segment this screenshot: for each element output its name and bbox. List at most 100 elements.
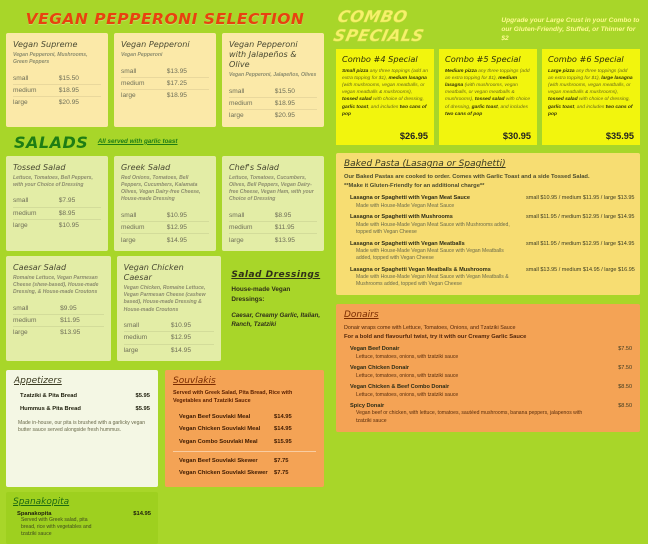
pizza-card[interactable]: Vegan Supreme Vegan Pepperoni, Mushrooms…	[6, 33, 108, 127]
upgrade-line-1: Upgrade your Large Crust in your Combo t…	[501, 17, 640, 25]
price-row: medium $12.95	[123, 331, 215, 343]
price-row: large $20.95	[229, 109, 317, 121]
size-price: $18.95	[58, 87, 79, 95]
appetizer-name: Hummus & Pita Bread	[20, 405, 81, 412]
pasta-desc: Made with House-Made Vegan Meat Sauce wi…	[356, 274, 509, 288]
donairs-title: Donairs	[344, 310, 379, 321]
size-price: $13.95	[166, 67, 187, 75]
appetizers-souvlakis-row: Appetizers Tzatziki & Pita Bread $5.95 H…	[6, 370, 324, 487]
donair-item[interactable]: Vegan Chicken Donair Lettuce, tomatoes, …	[344, 365, 632, 379]
souvlaki-name: Vegan Combo Souvlaki Meal	[179, 438, 258, 445]
pasta-item[interactable]: Lasagna or Spaghetti with Vegan Meatball…	[344, 240, 634, 263]
price-row: medium $11.95	[229, 221, 317, 233]
size-price: $10.95	[58, 222, 79, 230]
donair-item[interactable]: Spicy Donair Vegan beef or chicken, with…	[344, 403, 632, 425]
salad-name: Chef's Salad	[229, 161, 280, 172]
souvlaki-item[interactable]: Vegan Chicken Souvlaki Meal $14.95	[173, 423, 316, 435]
salad-desc: Lettuce, Tomatoes, Bell Peppers, with yo…	[13, 174, 93, 188]
size-price: $8.95	[58, 209, 76, 217]
spanakopita-price: $14.95	[133, 510, 151, 517]
appetizer-item[interactable]: Hummus & Pita Bread $5.95	[14, 402, 150, 414]
size-label: large	[13, 99, 28, 107]
size-label: large	[123, 346, 139, 354]
combo-card[interactable]: Combo #6 Special Large pizza any three t…	[542, 49, 640, 145]
price-row: large $20.95	[13, 96, 101, 108]
pizza-card[interactable]: Vegan Pepperoni Vegan Pepperoni small $1…	[114, 33, 216, 127]
pizza-card[interactable]: Vegan Pepperoni with Jalapeños & Olive V…	[222, 33, 324, 127]
spanakopita-panel: Spanakopita Spanakopita Served with Gree…	[6, 491, 158, 544]
price-row: medium $18.95	[229, 96, 317, 109]
souvlaki-price: $14.95	[274, 413, 292, 420]
souvlaki-item[interactable]: Vegan Beef Souvlaki Skewer $7.75	[173, 455, 316, 467]
spanakopita-desc: Served with Greek salad, pita bread, ric…	[21, 516, 92, 537]
size-price: $20.95	[58, 99, 79, 107]
pasta-item[interactable]: Lasagna or Spaghetti with Vegan Meat Sau…	[344, 195, 634, 209]
combo-desc: Medium pizza any three toppings (add an …	[445, 69, 531, 117]
size-price: $8.95	[274, 211, 292, 219]
price-row: small $10.95	[121, 210, 209, 221]
salad-card[interactable]: Chef's Salad Lettuce, Tomatoes, Cucumber…	[222, 155, 324, 251]
size-price: $13.95	[60, 329, 81, 337]
size-label: large	[121, 92, 136, 100]
donair-name: Vegan Chicken Donair	[350, 365, 410, 372]
size-label: large	[13, 329, 28, 337]
salad-card[interactable]: Vegan Chicken Caesar Vegan Chicken, Roma…	[116, 255, 222, 361]
size-price: $20.95	[274, 112, 295, 120]
size-label: small	[229, 87, 245, 95]
size-price: $17.25	[166, 79, 187, 87]
dressings-list: Caesar, Creamy Garlic, Italian, Ranch, T…	[231, 311, 321, 328]
souvlaki-item[interactable]: Vegan Chicken Souvlaki Skewer $7.75	[173, 467, 316, 479]
combo-title: Combo #6 Special	[548, 54, 624, 64]
combo-card[interactable]: Combo #4 Special Small pizza any three t…	[336, 49, 434, 145]
size-label: large	[229, 112, 244, 120]
appetizers-title: Appetizers	[14, 376, 62, 386]
salad-card[interactable]: Greek Salad Red Onions, Tomatoes, Bell P…	[114, 155, 216, 251]
donair-name: Spicy Donair	[350, 403, 385, 410]
combo-title: Combo #4 Special	[342, 54, 418, 64]
spanakopita-item[interactable]: Spanakopita Served with Greek salad, pit…	[13, 511, 151, 538]
appetizer-item[interactable]: Tzatziki & Pita Bread $5.95	[14, 390, 150, 402]
combo-upgrade-note: Upgrade your Large Crust in your Combo t…	[501, 17, 640, 45]
size-price: $13.95	[274, 236, 295, 244]
souvlaki-item[interactable]: Vegan Combo Souvlaki Meal $15.95	[173, 435, 316, 447]
size-price: $10.95	[170, 322, 191, 330]
salad-card[interactable]: Tossed Salad Lettuce, Tomatoes, Bell Pep…	[6, 155, 108, 251]
salad-name: Vegan Chicken Caesar	[123, 261, 184, 282]
price-row: small $10.95	[124, 320, 215, 331]
price-row: large $13.95	[229, 233, 317, 245]
size-label: medium	[229, 100, 253, 108]
combo-card[interactable]: Combo #5 Special Medium pizza any three …	[439, 49, 537, 145]
size-price: $7.95	[58, 197, 76, 205]
size-label: medium	[121, 224, 145, 232]
souvlaki-name: Vegan Chicken Souvlaki Skewer	[179, 470, 268, 477]
donair-item[interactable]: Vegan Chicken & Beef Combo Donair Lettuc…	[344, 384, 632, 398]
salad-desc: Vegan Chicken, Romaine Lettuce, Vegan Pa…	[123, 285, 206, 313]
section-title-combo: COMBO SPECIALS	[331, 7, 426, 45]
price-row: large $13.95	[13, 326, 104, 338]
size-price: $15.50	[274, 87, 295, 95]
size-label: small	[123, 322, 140, 330]
pasta-item[interactable]: Lasagna or Spaghetti Vegan Meatballs & M…	[344, 267, 635, 289]
upgrade-line-2: our Gluten-Friendly, Stuffed, or Thinner…	[501, 26, 636, 43]
salad-card[interactable]: Caesar Salad Romaine Lettuce, Vegan Parm…	[6, 255, 111, 361]
pasta-name: Lasagna or Spaghetti with Vegan Meatball…	[350, 240, 465, 247]
donair-note-line-1: Donair wraps come with Lettuce, Tomatoes…	[344, 325, 516, 332]
size-price: $15.50	[58, 74, 79, 82]
combo-desc: Large pizza any three toppings (add an e…	[548, 69, 633, 117]
donair-item[interactable]: Vegan Beef Donair Lettuce, tomatoes, oni…	[344, 346, 632, 360]
pizza-name: Vegan Supreme	[13, 39, 78, 49]
donairs-panel: Donairs Donair wraps come with Lettuce, …	[336, 304, 640, 432]
souvlakis-panel: Souvlakis Served with Greek Salad, Pita …	[165, 370, 324, 487]
souvlaki-item[interactable]: Vegan Beef Souvlaki Meal $14.95	[173, 411, 316, 423]
size-price: $11.95	[60, 317, 80, 325]
baked-pasta-note: Our Baked Pastas are cooked to order. Co…	[344, 173, 632, 190]
combo-price: $30.95	[502, 131, 531, 141]
size-price: $14.95	[166, 236, 187, 244]
pasta-item[interactable]: Lasagna or Spaghetti with Mushrooms Made…	[344, 214, 634, 236]
price-row: small $8.95	[229, 210, 317, 221]
salad-dressings-panel: Salad Dressings House-made Vegan Dressin…	[227, 256, 324, 361]
size-label: small	[13, 304, 29, 312]
appetizer-name: Tzatziki & Pita Bread	[20, 393, 78, 400]
divider	[173, 450, 316, 452]
size-label: medium	[13, 209, 37, 217]
